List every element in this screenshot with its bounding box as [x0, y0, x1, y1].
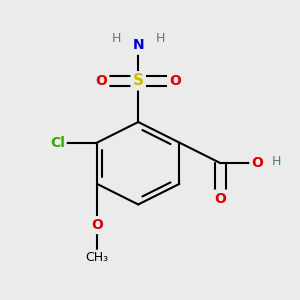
- Text: H: H: [112, 32, 121, 45]
- Text: N: N: [132, 38, 144, 52]
- Text: Cl: Cl: [50, 136, 65, 150]
- Text: O: O: [95, 74, 107, 88]
- Text: O: O: [91, 218, 103, 232]
- Text: N: N: [132, 38, 144, 52]
- Text: H: H: [156, 32, 165, 45]
- Text: O: O: [215, 192, 226, 206]
- Text: H: H: [272, 155, 281, 168]
- Text: CH₃: CH₃: [85, 251, 109, 264]
- Text: O: O: [251, 156, 263, 170]
- Text: S: S: [133, 73, 144, 88]
- Text: O: O: [169, 74, 181, 88]
- Text: O: O: [251, 156, 263, 170]
